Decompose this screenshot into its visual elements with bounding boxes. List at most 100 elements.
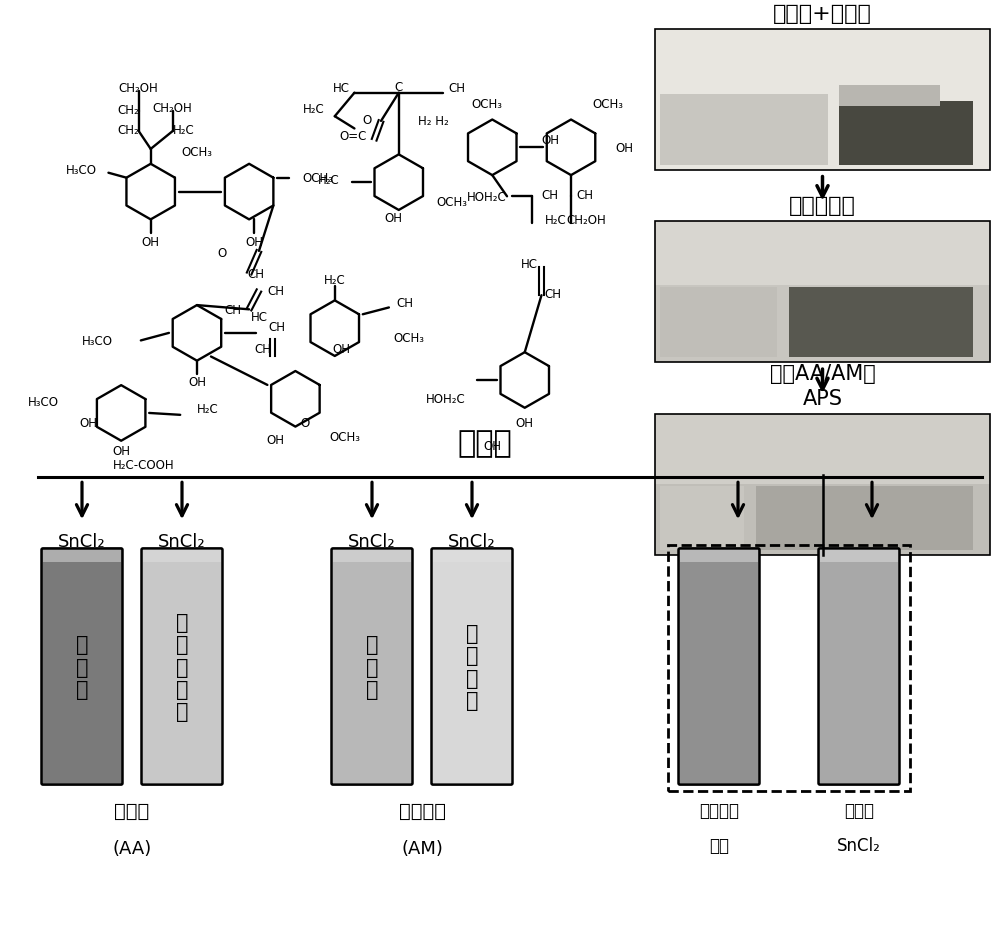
Text: OH: OH xyxy=(188,375,206,388)
Text: CH₂OH: CH₂OH xyxy=(119,81,159,95)
Text: OH: OH xyxy=(267,433,285,446)
Text: 凝胶化: 凝胶化 xyxy=(458,429,512,458)
Bar xyxy=(839,86,940,107)
Text: CH: CH xyxy=(544,287,561,300)
Text: H₃CO: H₃CO xyxy=(82,334,113,347)
Bar xyxy=(668,546,910,791)
Text: 丙烯酰胺: 丙烯酰胺 xyxy=(398,801,446,820)
Text: OH: OH xyxy=(142,236,160,248)
Text: 丙烯酸: 丙烯酸 xyxy=(114,801,150,820)
Text: H₂C: H₂C xyxy=(303,103,325,116)
Text: 未添加: 未添加 xyxy=(844,801,874,819)
Text: OH: OH xyxy=(80,417,98,430)
Text: CH: CH xyxy=(254,343,271,356)
Bar xyxy=(680,550,758,563)
Text: HOH₂C: HOH₂C xyxy=(467,191,507,203)
Bar xyxy=(655,30,990,170)
Bar xyxy=(839,102,973,166)
Text: H₂C: H₂C xyxy=(324,273,346,286)
Text: H₃CO: H₃CO xyxy=(28,396,59,409)
Text: 碱
木
素: 碱 木 素 xyxy=(76,635,88,699)
Text: CH: CH xyxy=(576,189,593,201)
Bar xyxy=(143,550,221,563)
Text: 磨
木
质
素: 磨 木 质 素 xyxy=(466,623,478,710)
Bar xyxy=(333,550,411,563)
Text: H₂C: H₂C xyxy=(197,402,219,416)
Text: OCH₃: OCH₃ xyxy=(592,98,623,111)
Text: OCH₃: OCH₃ xyxy=(472,98,503,111)
Text: CH: CH xyxy=(248,268,265,281)
Text: 添加金属盐: 添加金属盐 xyxy=(789,197,856,216)
Text: CH₂OH: CH₂OH xyxy=(153,102,193,114)
Text: H₂C-COOH: H₂C-COOH xyxy=(113,459,175,472)
Text: OCH₃: OCH₃ xyxy=(302,172,333,185)
Text: OH: OH xyxy=(245,236,263,248)
FancyBboxPatch shape xyxy=(332,548,413,784)
Text: 质素: 质素 xyxy=(709,836,729,854)
Bar xyxy=(660,487,744,550)
Text: H₂ H₂: H₂ H₂ xyxy=(418,115,449,128)
Text: 磨
木
木
质
素: 磨 木 木 质 素 xyxy=(176,612,188,722)
Text: OH: OH xyxy=(483,440,501,453)
Bar xyxy=(43,550,121,563)
Bar xyxy=(655,222,990,363)
Text: O=C: O=C xyxy=(340,129,367,142)
FancyBboxPatch shape xyxy=(818,548,899,784)
Bar xyxy=(655,415,990,485)
Text: OH: OH xyxy=(541,134,559,147)
Bar xyxy=(789,287,973,358)
Text: C: C xyxy=(395,81,403,95)
Text: CH₂OH: CH₂OH xyxy=(566,214,606,227)
Text: OCH₃: OCH₃ xyxy=(436,196,467,209)
Bar xyxy=(655,222,990,363)
Bar xyxy=(655,415,990,555)
Text: 未添加木: 未添加木 xyxy=(699,801,739,819)
Text: H₃CO: H₃CO xyxy=(65,164,96,177)
FancyBboxPatch shape xyxy=(432,548,512,784)
Text: CH: CH xyxy=(397,297,414,310)
Bar xyxy=(433,550,511,563)
Text: H₂C: H₂C xyxy=(544,214,566,227)
FancyBboxPatch shape xyxy=(678,548,760,784)
Text: HC: HC xyxy=(520,258,537,271)
Bar xyxy=(655,415,990,555)
Bar xyxy=(820,550,898,563)
Text: SnCl₂: SnCl₂ xyxy=(448,533,496,550)
Bar xyxy=(655,30,990,170)
Text: OCH₃: OCH₃ xyxy=(181,145,212,158)
Bar xyxy=(660,95,828,166)
Text: H₂C: H₂C xyxy=(318,174,340,186)
Text: OH: OH xyxy=(112,445,130,458)
Text: OCH₃: OCH₃ xyxy=(394,331,425,344)
Text: HC: HC xyxy=(332,82,349,95)
Text: CH: CH xyxy=(541,189,558,201)
Text: O: O xyxy=(301,417,310,430)
Bar xyxy=(660,287,777,358)
Text: OH: OH xyxy=(516,417,534,430)
FancyBboxPatch shape xyxy=(42,548,123,784)
Text: SnCl₂: SnCl₂ xyxy=(58,533,106,550)
Text: SnCl₂: SnCl₂ xyxy=(837,836,881,854)
Text: (AA): (AA) xyxy=(112,839,152,856)
Text: (AM): (AM) xyxy=(401,839,443,856)
Text: 碱
木
素: 碱 木 素 xyxy=(366,635,378,699)
Text: CH: CH xyxy=(448,82,465,95)
Text: HOH₂C: HOH₂C xyxy=(426,393,466,406)
Text: CH₂: CH₂ xyxy=(117,124,139,137)
Bar xyxy=(655,222,990,285)
Text: OCH₃: OCH₃ xyxy=(329,431,360,444)
Text: OH: OH xyxy=(615,141,633,154)
Text: OH: OH xyxy=(333,343,351,356)
Text: SnCl₂: SnCl₂ xyxy=(348,533,396,550)
Text: 木质素+丙烯酸: 木质素+丙烯酸 xyxy=(773,4,872,23)
Text: CH: CH xyxy=(269,320,286,333)
Text: O: O xyxy=(363,113,372,126)
Text: O: O xyxy=(217,247,226,260)
Text: H₂C: H₂C xyxy=(173,124,194,137)
Bar xyxy=(655,30,990,93)
Text: SnCl₂: SnCl₂ xyxy=(158,533,206,550)
Text: CH₂: CH₂ xyxy=(117,104,139,117)
FancyBboxPatch shape xyxy=(142,548,222,784)
Text: OH: OH xyxy=(385,212,403,225)
Text: HC: HC xyxy=(250,311,267,324)
